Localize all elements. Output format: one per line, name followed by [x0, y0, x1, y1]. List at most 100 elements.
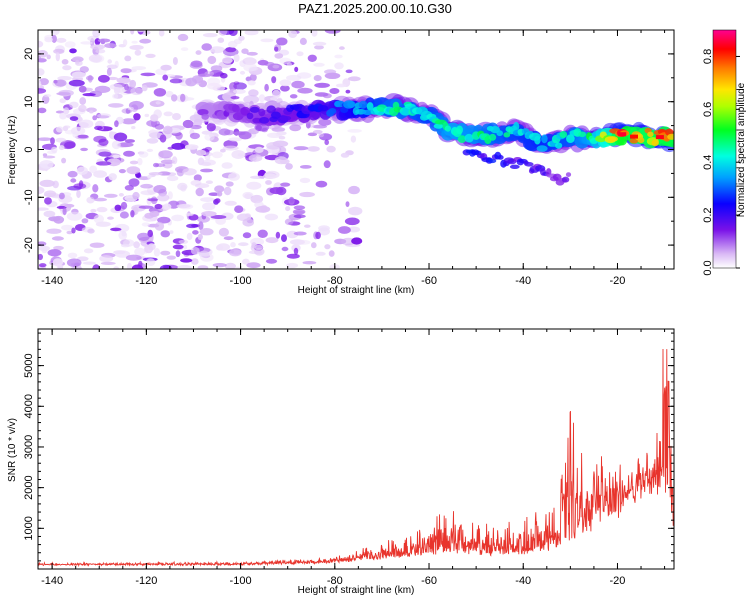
noise-blob: [180, 47, 189, 51]
noise-blob: [242, 57, 257, 66]
noise-blob: [122, 39, 128, 46]
noise-blob: [275, 131, 284, 137]
noise-blob: [39, 78, 49, 86]
noise-blob: [97, 113, 111, 119]
ridge-blob: [559, 131, 568, 138]
noise-blob: [39, 179, 55, 187]
colorbar-label: Normalized spectral amplitude: [736, 82, 747, 217]
noise-blob: [78, 119, 94, 129]
noise-blob: [93, 214, 105, 224]
noise-blob: [315, 180, 328, 188]
noise-blob: [73, 183, 87, 190]
noise-blob: [345, 201, 350, 208]
ridge-blob: [246, 112, 254, 120]
noise-blob: [39, 160, 54, 169]
noise-blob: [254, 146, 264, 153]
noise-blob: [133, 241, 141, 249]
noise-blob: [44, 37, 53, 43]
branch-blob: [552, 173, 562, 181]
spectrogram-x-axis-label: Height of straight line (km): [298, 285, 415, 296]
noise-blob: [190, 247, 200, 255]
noise-blob: [302, 261, 317, 265]
noise-blob: [289, 239, 305, 245]
noise-blob: [221, 162, 233, 169]
noise-blob: [222, 57, 233, 64]
noise-blob: [126, 166, 141, 175]
noise-blob: [293, 205, 306, 210]
colorbar: 0.0 0.2 0.4 0.6 0.8 Normalized spectral ampl…: [702, 29, 747, 276]
noise-blob: [64, 203, 75, 208]
noise-blob: [159, 264, 173, 269]
noise-blob: [294, 66, 299, 72]
noise-blob: [129, 79, 137, 88]
spectrogram-y-axis-label: Frequency (Hz): [7, 116, 18, 185]
noise-blob: [77, 134, 89, 139]
noise-blob: [189, 62, 203, 69]
noise-blob: [248, 89, 259, 97]
noise-blob: [95, 49, 106, 54]
noise-blob: [171, 156, 178, 165]
ridge-blob: [399, 107, 412, 116]
ridge-blob: [667, 133, 674, 140]
noise-blob: [166, 255, 176, 260]
x-tick-label: -80: [327, 575, 343, 587]
noise-blob: [124, 185, 134, 191]
ridge-blob: [201, 113, 209, 120]
noise-blob: [72, 56, 84, 63]
noise-blob: [195, 187, 204, 197]
noise-blob: [177, 182, 188, 191]
noise-blob: [137, 157, 143, 166]
noise-blob: [197, 215, 210, 223]
noise-blob: [128, 178, 140, 187]
noise-blob: [61, 59, 69, 65]
ridge-blob: [651, 139, 659, 147]
noise-blob: [204, 152, 213, 157]
noise-blob: [272, 64, 280, 69]
noise-blob: [155, 101, 161, 105]
x-tick-label: -120: [135, 575, 157, 587]
noise-blob: [109, 131, 115, 135]
noise-blob: [118, 193, 124, 197]
noise-blob: [145, 53, 156, 59]
noise-blob: [111, 140, 121, 150]
noise-blob: [107, 216, 114, 220]
noise-blob: [99, 255, 114, 263]
noise-blob: [68, 79, 85, 87]
noise-blob: [183, 244, 188, 250]
ridge-blob: [271, 111, 281, 119]
noise-blob: [66, 258, 82, 268]
noise-blob: [93, 197, 108, 202]
noise-blob: [64, 141, 76, 149]
noise-blob: [244, 30, 259, 36]
noise-blob: [311, 242, 317, 249]
noise-blob: [116, 77, 131, 84]
noise-blob: [220, 72, 228, 79]
noise-blob: [243, 95, 260, 104]
noise-blob: [186, 232, 193, 240]
noise-blob: [281, 234, 287, 243]
x-tick-label: -20: [610, 575, 626, 587]
noise-blob: [38, 263, 47, 268]
noise-blob: [56, 92, 71, 96]
noise-blob: [271, 76, 277, 84]
noise-blob: [216, 244, 224, 251]
noise-blob: [58, 192, 65, 200]
noise-blob: [293, 247, 299, 255]
noise-blob: [169, 78, 183, 84]
noise-blob: [195, 149, 207, 156]
noise-blob: [90, 44, 105, 50]
noise-blob: [242, 191, 254, 199]
noise-blob: [246, 262, 261, 269]
spectrogram-plot-area: [38, 30, 674, 269]
noise-blob: [130, 87, 143, 96]
noise-blob: [67, 252, 78, 259]
noise-blob: [313, 62, 325, 67]
ridge-blob: [489, 133, 497, 141]
noise-blob: [64, 41, 76, 48]
noise-blob: [238, 35, 245, 41]
noise-blob: [201, 43, 212, 51]
noise-blob: [133, 113, 141, 121]
noise-blob: [108, 103, 124, 108]
noise-blob: [304, 224, 311, 228]
colorbar-tick-label: 0.8: [702, 49, 714, 64]
